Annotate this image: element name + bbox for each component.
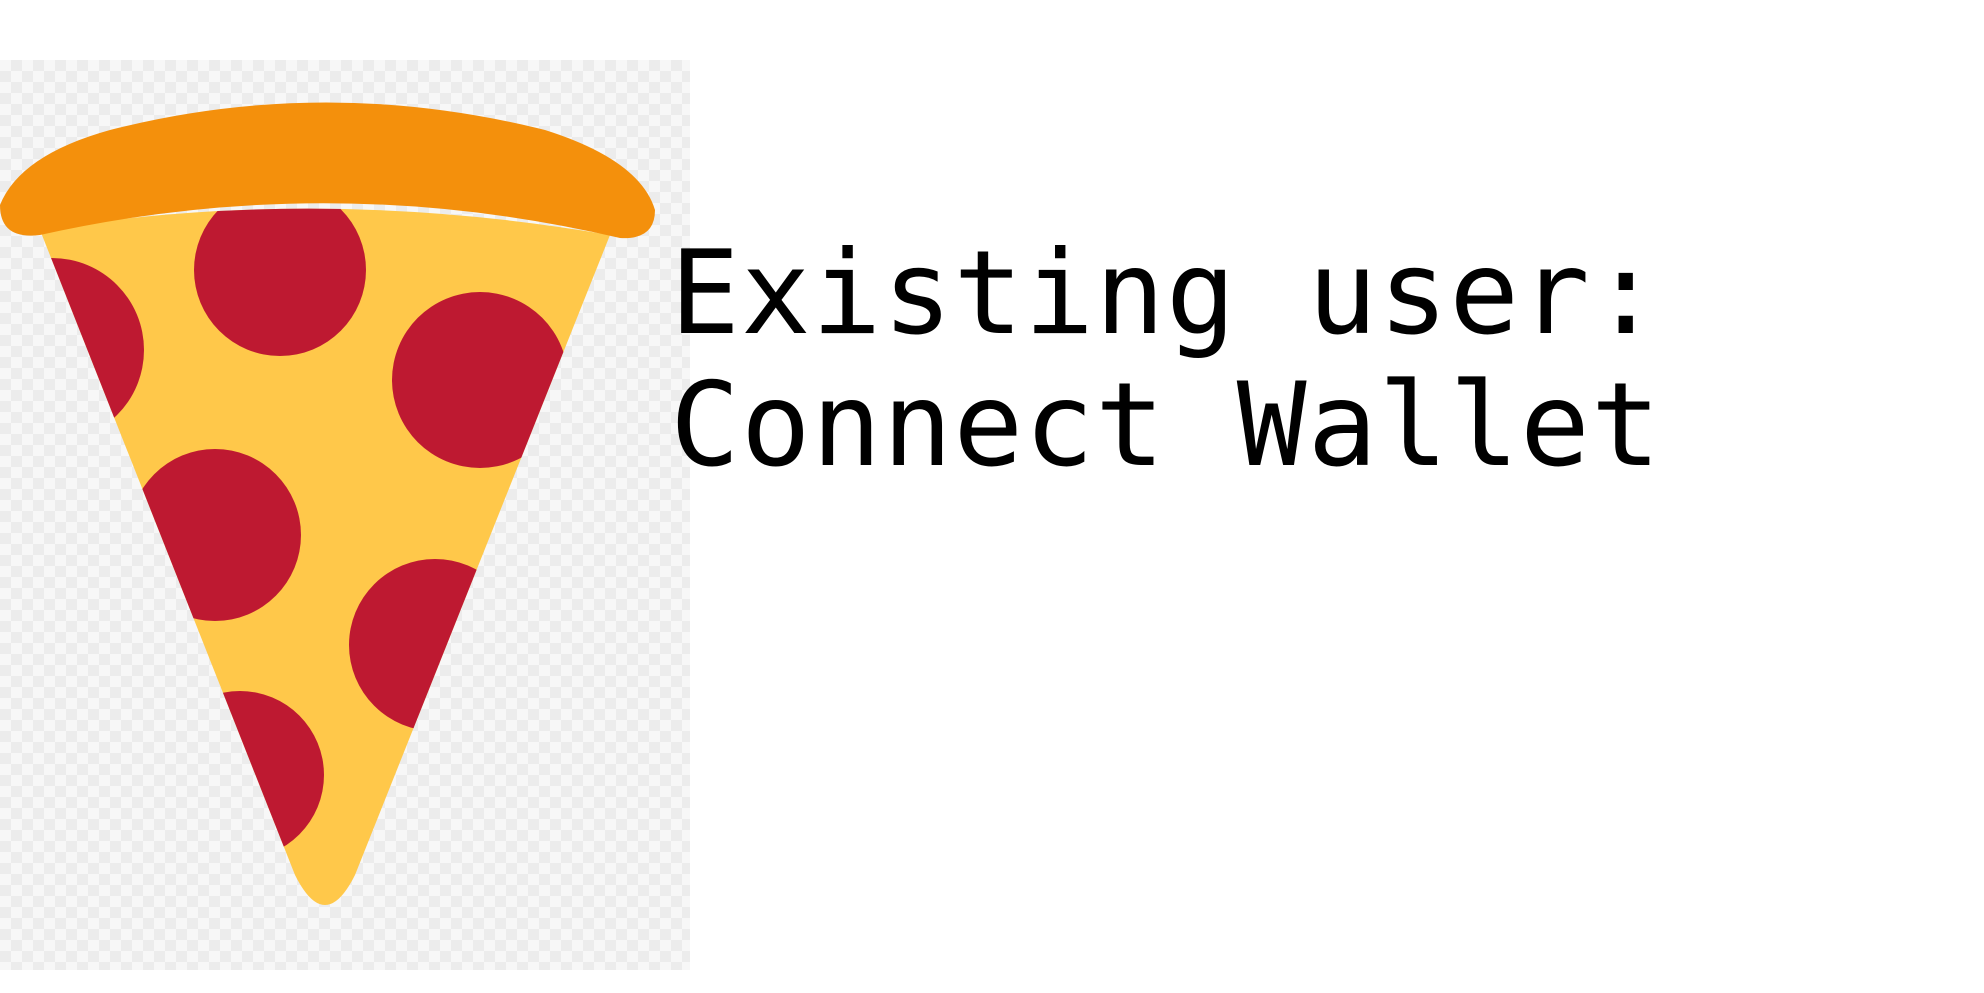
pepperoni [392, 292, 568, 468]
pizza-logo [0, 60, 690, 970]
pepperoni [349, 559, 521, 731]
pepperoni [156, 691, 324, 859]
pepperoni [194, 208, 366, 356]
connect-wallet-label: Connect Wallet [670, 358, 1662, 493]
crust [0, 102, 655, 239]
connect-wallet-link[interactable]: Existing user: Connect Wallet [670, 228, 1870, 492]
pepperoni [129, 449, 301, 621]
pizza-slice-icon [0, 102, 655, 905]
existing-user-label: Existing user: [670, 226, 1662, 361]
